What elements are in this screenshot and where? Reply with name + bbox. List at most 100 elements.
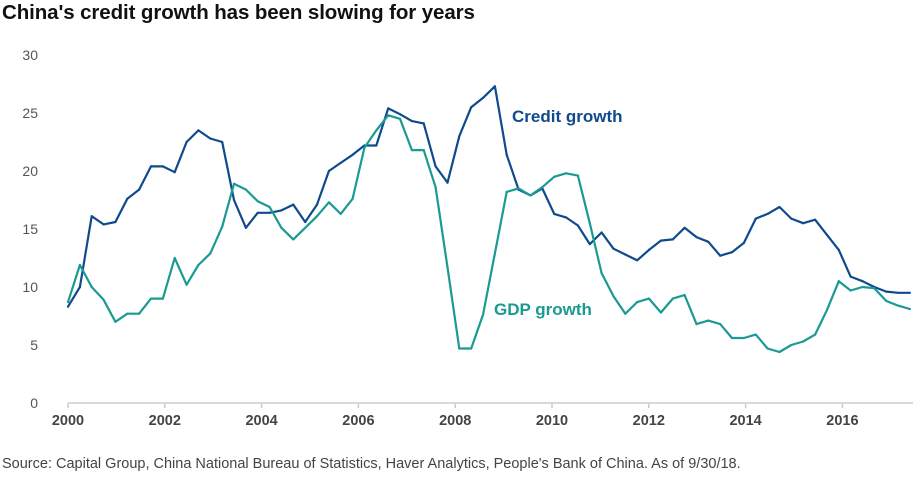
credit-growth-point (814, 218, 817, 221)
gdp-growth-point (908, 307, 912, 311)
credit-growth-point (161, 165, 164, 168)
gdp-growth-point (90, 285, 93, 289)
credit-growth-point (553, 212, 556, 215)
gdp-growth-point (837, 280, 840, 283)
gdp-growth-point (612, 295, 615, 298)
y-axis: 0 5 10 15 20 25 30 (22, 47, 38, 411)
series-gdp-growth (66, 114, 912, 354)
gdp-growth-point (576, 174, 580, 177)
credit-growth-point (612, 247, 615, 250)
gdp-growth-point (481, 313, 485, 316)
credit-growth-point (825, 233, 829, 236)
x-axis: 2000 2002 2004 2006 2008 2010 2012 2014 2016 (52, 402, 913, 429)
credit-growth-point (351, 153, 354, 156)
gdp-growth-point (873, 287, 876, 290)
credit-growth-point (90, 215, 93, 218)
gdp-growth-point (719, 323, 722, 326)
gdp-growth-point (114, 320, 117, 323)
gdp-growth-point (470, 347, 473, 350)
gdp-growth-label: GDP growth (494, 300, 592, 319)
gdp-growth-point (446, 266, 449, 269)
credit-growth-point (410, 120, 413, 123)
gdp-growth-point (434, 186, 437, 189)
credit-growth-point (802, 222, 805, 225)
gdp-growth-point (659, 311, 663, 314)
credit-growth-point (908, 291, 912, 294)
credit-growth-point (66, 305, 70, 308)
y-tick-label: 10 (22, 279, 38, 295)
series-layer (66, 85, 912, 354)
credit-growth-point (197, 129, 200, 132)
gdp-growth-point (695, 323, 698, 326)
gdp-growth-point (742, 336, 746, 340)
x-tick-label: 2006 (342, 413, 374, 429)
y-tick-label: 5 (30, 337, 38, 353)
series-credit-growth (66, 85, 912, 308)
gdp-growth-point (197, 263, 200, 267)
gdp-growth-point (185, 283, 188, 286)
gdp-growth-point (790, 343, 793, 347)
gdp-growth-point (126, 312, 129, 315)
x-tick-label: 2002 (149, 413, 181, 429)
credit-growth-point (683, 226, 686, 229)
gdp-growth-point (363, 146, 366, 149)
credit-growth-point (493, 85, 496, 88)
credit-growth-point (742, 241, 746, 244)
credit-growth-label: Credit growth (512, 107, 623, 126)
gdp-growth-point (78, 263, 81, 267)
credit-growth-point (387, 107, 390, 110)
gdp-growth-point (102, 298, 105, 301)
gdp-growth-point (315, 215, 319, 218)
credit-growth-point (588, 243, 591, 246)
credit-growth-point (256, 211, 259, 214)
gdp-growth-point (138, 312, 141, 315)
x-tick-label: 2000 (52, 413, 84, 429)
credit-growth-point (564, 216, 568, 219)
gdp-growth-point (517, 187, 520, 190)
gdp-growth-point (802, 340, 805, 343)
gdp-growth-point (173, 256, 176, 260)
gdp-growth-point (624, 312, 627, 315)
gdp-growth-point (588, 222, 591, 225)
gdp-growth-point (339, 212, 342, 215)
gdp-growth-point (387, 114, 390, 117)
x-tick-label: 2014 (729, 413, 761, 429)
gdp-growth-point (292, 238, 295, 241)
credit-growth-line (67, 85, 910, 308)
credit-growth-point (327, 169, 330, 173)
credit-growth-point (292, 203, 295, 206)
gdp-growth-point (671, 297, 674, 300)
credit-growth-point (470, 106, 473, 109)
gdp-growth-point (458, 347, 461, 350)
gdp-growth-point (564, 172, 568, 175)
credit-growth-point (315, 203, 319, 206)
gdp-growth-point (398, 117, 402, 120)
credit-growth-point (422, 122, 425, 125)
gdp-growth-point (707, 319, 710, 322)
gdp-growth-point (232, 182, 236, 185)
gdp-growth-point (861, 285, 864, 289)
gdp-growth-point (541, 186, 544, 189)
y-tick-label: 25 (22, 105, 38, 121)
gdp-growth-point (149, 297, 153, 300)
credit-growth-point (268, 211, 271, 214)
gdp-growth-point (505, 190, 508, 193)
credit-growth-point (659, 239, 663, 242)
gdp-growth-point (885, 299, 888, 302)
credit-growth-point (671, 238, 674, 241)
credit-growth-point (897, 291, 900, 294)
credit-growth-point (849, 275, 852, 278)
x-tick-label: 2010 (536, 413, 568, 429)
credit-growth-point (173, 171, 176, 174)
credit-growth-point (375, 144, 378, 147)
gdp-growth-point (683, 294, 686, 297)
gdp-growth-point (553, 175, 556, 178)
credit-growth-point (221, 140, 224, 144)
chart-title: China's credit growth has been slowing f… (2, 1, 475, 24)
credit-growth-point (149, 165, 153, 168)
gdp-growth-point (636, 301, 639, 304)
credit-growth-point (185, 140, 188, 144)
gdp-growth-point (327, 201, 330, 204)
gdp-growth-point (209, 252, 212, 255)
